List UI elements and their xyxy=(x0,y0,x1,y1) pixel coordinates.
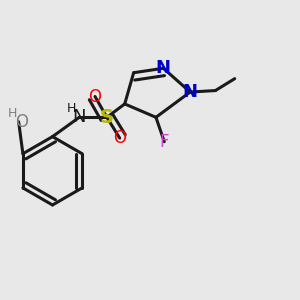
Text: N: N xyxy=(183,83,198,101)
Text: O: O xyxy=(88,88,101,106)
Text: O: O xyxy=(15,113,28,131)
Text: O: O xyxy=(113,129,126,147)
Text: N: N xyxy=(73,108,86,126)
Text: H: H xyxy=(8,107,17,120)
Text: F: F xyxy=(160,133,169,151)
Text: S: S xyxy=(100,108,114,127)
Text: H: H xyxy=(67,103,76,116)
Text: N: N xyxy=(156,59,171,77)
